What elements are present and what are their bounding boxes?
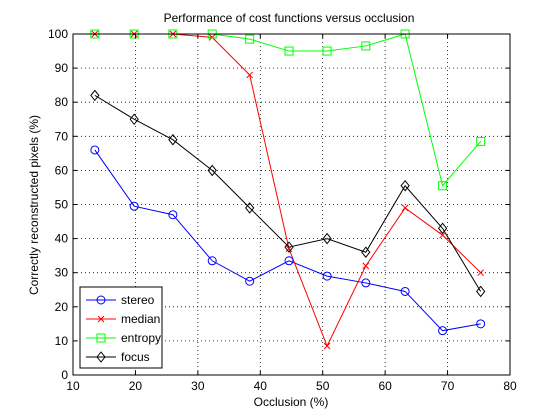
data-point-stereo: [438, 326, 448, 336]
x-axis-title: Occlusion (%): [254, 395, 329, 409]
y-tick-label: 70: [55, 129, 69, 143]
y-tick-label: 90: [55, 61, 69, 75]
legend-marker-median: [97, 315, 105, 323]
legend-label-focus: focus: [121, 350, 150, 364]
legend-marker-stereo: [96, 295, 106, 305]
x-tick-label: 40: [254, 379, 268, 393]
data-point-stereo: [361, 278, 371, 288]
y-tick-label: 50: [55, 198, 69, 212]
data-point-stereo: [245, 276, 255, 286]
data-point-median: [323, 342, 331, 350]
data-point-entropy: [476, 136, 486, 146]
data-point-focus: [207, 164, 217, 177]
legend-label-entropy: entropy: [121, 331, 161, 345]
data-point-stereo: [90, 145, 100, 155]
y-tick-label: 30: [55, 266, 69, 280]
data-point-focus: [322, 232, 332, 245]
data-point-median: [246, 71, 254, 79]
data-point-stereo: [400, 286, 410, 296]
legend-marker-focus: [96, 351, 106, 363]
data-point-focus: [400, 179, 410, 192]
data-point-stereo: [129, 201, 139, 211]
x-tick-label: 10: [66, 379, 80, 393]
data-point-median: [208, 34, 216, 41]
data-point-focus: [476, 285, 486, 298]
data-point-entropy: [361, 41, 371, 51]
data-point-entropy: [438, 181, 448, 191]
data-point-focus: [284, 241, 294, 253]
data-point-entropy: [322, 46, 332, 56]
legend-label-stereo: stereo: [121, 293, 155, 307]
x-tick-label: 70: [441, 379, 455, 393]
x-tick-labels: 10 20 30 40 50 60 70 80: [66, 379, 517, 393]
y-tick-label: 60: [55, 163, 69, 177]
legend: stereo median entropy focus: [79, 286, 163, 369]
y-tick-label: 80: [55, 95, 69, 109]
x-tick-label: 30: [191, 379, 205, 393]
y-tick-labels: 0 10 20 30 40 50 60 70 80 90 100: [48, 27, 68, 382]
data-point-median: [439, 231, 446, 239]
data-point-median: [362, 262, 370, 270]
y-tick-label: 100: [48, 27, 68, 41]
data-point-focus: [361, 246, 371, 259]
axis-ticks: [72, 33, 511, 376]
data-point-focus: [90, 89, 100, 102]
y-tick-label: 10: [55, 334, 69, 348]
data-point-stereo: [207, 256, 217, 266]
series-line-stereo: [94, 149, 481, 332]
y-tick-label: 0: [61, 368, 68, 382]
data-point-focus: [129, 113, 139, 126]
grid-lines: [73, 34, 510, 375]
data-point-entropy: [245, 34, 255, 44]
data-point-median: [285, 245, 293, 253]
x-tick-label: 50: [316, 379, 330, 393]
data-point-focus: [168, 133, 178, 146]
y-tick-label: 40: [55, 232, 69, 246]
legend-label-median: median: [121, 312, 160, 326]
data-point-focus: [245, 202, 255, 214]
data-point-median: [477, 269, 485, 277]
y-axis-title: Correctly reconstructed pixels (%): [27, 115, 41, 295]
data-point-median: [401, 204, 409, 212]
x-tick-label: 20: [129, 379, 143, 393]
data-point-stereo: [322, 271, 332, 281]
y-tick-label: 20: [55, 300, 69, 314]
data-point-stereo: [284, 256, 294, 266]
data-point-stereo: [168, 210, 178, 220]
series-markers: [90, 29, 486, 350]
data-point-stereo: [476, 319, 486, 329]
series-line-focus: [94, 94, 482, 292]
data-point-entropy: [284, 46, 294, 56]
chart-title: Performance of cost functions versus occ…: [164, 11, 415, 25]
x-tick-label: 60: [378, 379, 392, 393]
legend-marker-entropy: [96, 333, 106, 343]
x-tick-label: 80: [503, 379, 517, 393]
data-point-focus: [437, 222, 448, 235]
